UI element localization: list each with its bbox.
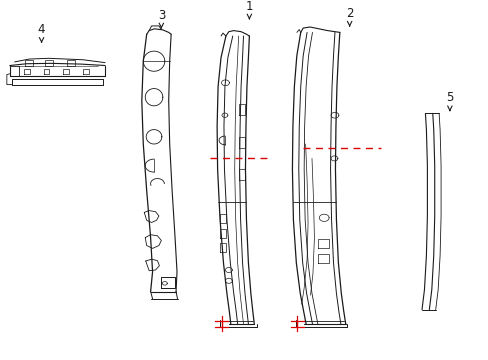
- Text: 2: 2: [345, 7, 353, 26]
- Text: 3: 3: [157, 9, 165, 28]
- Text: 5: 5: [445, 91, 453, 111]
- Text: 1: 1: [245, 0, 253, 19]
- Text: 4: 4: [38, 23, 45, 42]
